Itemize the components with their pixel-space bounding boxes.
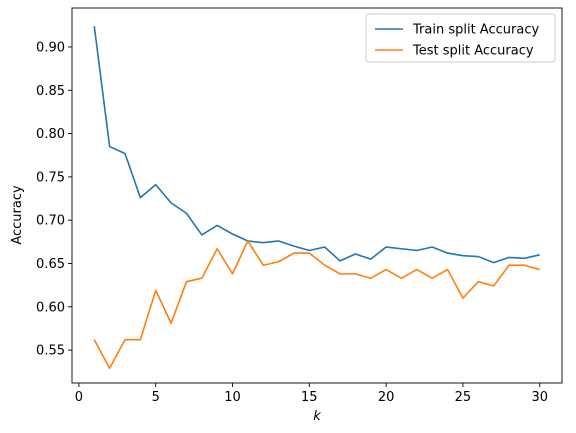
series-line-1 (93, 26, 540, 264)
x-tick-label: 30 (531, 390, 548, 405)
y-axis-ticks: 0.55 0.60 0.65 0.70 0.75 0.80 0.85 0.90 (36, 40, 72, 359)
y-tick-label: 0.70 (36, 214, 65, 229)
y-tick-label: 0.90 (36, 40, 65, 55)
y-tick-label: 0.80 (36, 127, 65, 142)
x-tick-label: 15 (301, 390, 318, 405)
plot-frame (71, 7, 563, 384)
x-tick-label: 10 (224, 390, 241, 405)
x-tick-label: 5 (152, 390, 160, 405)
y-tick-label: 0.55 (36, 344, 65, 359)
x-tick-label: 25 (455, 390, 472, 405)
legend-box (365, 13, 556, 63)
legend-label-1: Train split Accuracy (412, 23, 539, 38)
y-axis-label: Accuracy (10, 185, 25, 245)
series-lines (93, 26, 540, 370)
y-tick-label: 0.75 (36, 170, 65, 185)
axes (71, 7, 563, 384)
x-tick-label: 20 (378, 390, 395, 405)
x-axis-ticks: 0 5 10 15 20 25 30 (75, 383, 548, 405)
y-tick-label: 0.85 (36, 84, 65, 99)
legend-label-2: Test split Accuracy (412, 44, 534, 59)
y-tick-label: 0.60 (36, 300, 65, 315)
legend: Train split Accuracy Test split Accuracy (365, 13, 556, 63)
x-tick-label: 0 (75, 390, 83, 405)
series-line-2 (93, 240, 540, 370)
y-tick-label: 0.65 (36, 257, 65, 272)
x-axis-label: k (313, 409, 321, 424)
